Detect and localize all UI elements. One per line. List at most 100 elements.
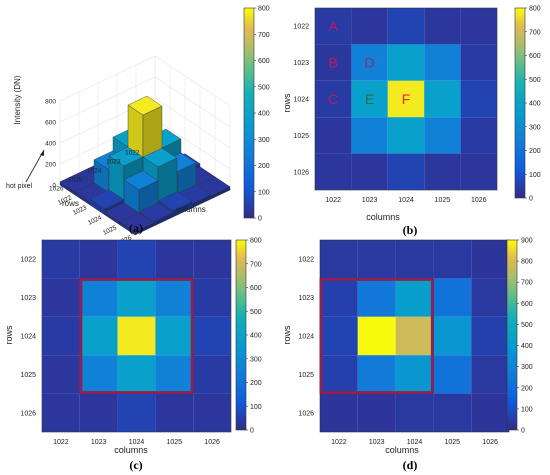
colorbar-tick-label: 300 xyxy=(529,124,541,131)
cell-label-c: C xyxy=(328,91,338,107)
panel-d-highlight-box xyxy=(319,277,434,395)
heatmap-cell xyxy=(433,316,472,356)
colorbar-tick-label: 700 xyxy=(250,261,262,268)
plot-frame xyxy=(41,239,232,433)
heatmap-cell xyxy=(387,80,425,118)
bar-side xyxy=(153,212,174,227)
heatmap-cell xyxy=(42,355,80,394)
x-tick-label: 1024 xyxy=(129,439,145,446)
colorbar-tick-label: 500 xyxy=(258,84,270,91)
panel-d-ticks: 1022 1023 1024 1025 1026 1022 1023 1024 1025 1026 xyxy=(298,257,498,446)
colorbar-tick-label: 500 xyxy=(250,309,262,316)
z-tick-label: 600 xyxy=(45,120,56,127)
heatmap-cell xyxy=(460,44,497,81)
heatmap-cell xyxy=(117,240,156,279)
heatmap-cell xyxy=(42,393,80,432)
heatmap-cell xyxy=(79,316,118,356)
y-tick-label: 1025 xyxy=(20,372,36,379)
heatmap-cell xyxy=(433,240,472,279)
colorbar-tick-label: 600 xyxy=(521,301,533,308)
heatmap-cell xyxy=(193,240,231,279)
heatmap-cell xyxy=(424,44,461,81)
heatmap-cell xyxy=(351,153,388,190)
highlight-box xyxy=(79,277,194,395)
colorbar-tick-label: 200 xyxy=(529,148,541,155)
heatmap-cell xyxy=(387,117,425,154)
heatmap-cell xyxy=(433,393,472,432)
x-tick-label: 1023 xyxy=(91,439,107,446)
x-tick-label: 1023 xyxy=(369,439,385,446)
y-tick-label: 1023 xyxy=(20,295,36,302)
colorbar-tick-label: 100 xyxy=(529,172,541,179)
heatmap-cell xyxy=(193,393,231,432)
colorbar-tick-label: 200 xyxy=(250,380,262,387)
heatmap-cell xyxy=(315,117,352,154)
heatmap-cell xyxy=(387,153,425,190)
heatmap-cell xyxy=(357,240,396,279)
heatmap-cell xyxy=(79,278,118,317)
heatmap-cell xyxy=(471,316,509,356)
cell-label-a: A xyxy=(329,18,339,34)
colorbar-tick-label: 700 xyxy=(258,32,270,39)
bar3d xyxy=(119,212,155,236)
y-tick-label: 1022 xyxy=(298,257,314,264)
grid-line xyxy=(59,76,156,123)
colorbar-tick-label: 0 xyxy=(250,428,254,435)
colorbar-tick-label: 900 xyxy=(521,238,533,245)
heatmap-cell xyxy=(351,44,388,81)
y-tick-label: 1023 xyxy=(293,60,309,67)
panel-b-colorbar: 0 100 200 300 400 500 600 700 800 xyxy=(514,6,541,203)
panel-d-xlabel: columns xyxy=(385,445,419,455)
panel-a-xlabel: columns xyxy=(176,205,206,214)
colorbar-tick-label: 500 xyxy=(529,77,541,84)
heatmap-cell xyxy=(79,393,118,432)
panel-c-colorbar: 0 100 200 300 400 500 600 700 800 xyxy=(235,238,262,435)
cell-label-b: B xyxy=(329,55,338,71)
heatmap-cell xyxy=(117,316,156,356)
panel-c-ticks: 1022 1023 1024 1025 1026 1022 1023 1024 1025 1026 xyxy=(20,257,220,446)
heatmap-cell xyxy=(193,355,231,394)
panel-b-cell-labels: A B C D E F xyxy=(328,18,410,107)
y-tick-label: 1026 xyxy=(49,186,64,193)
colorbar-tick-label: 800 xyxy=(250,238,262,245)
panel-d-colorbar: 0 100 200 300 400 500 600 700 800 900 xyxy=(506,238,533,435)
panel-b-xlabel: columns xyxy=(366,212,400,222)
x-tick-label: 1024 xyxy=(87,214,103,227)
panel-c-ylabel: rows xyxy=(4,325,14,345)
heatmap-cell xyxy=(395,355,434,394)
caption-d: (d) xyxy=(403,458,418,472)
heatmap-cell xyxy=(460,8,497,45)
colorbar-tick-label: 200 xyxy=(258,163,270,170)
caption-b: (b) xyxy=(403,223,418,237)
colorbar-tick-label: 400 xyxy=(521,343,533,350)
y-tick-label: 1023 xyxy=(298,295,314,302)
panel-a-3d-bar-chart: 0200400600800102210231024102510261022102… xyxy=(6,6,270,247)
heatmap-cell xyxy=(42,278,80,317)
x-tick-label: 1023 xyxy=(362,197,378,204)
colorbar-tick-label: 700 xyxy=(529,29,541,36)
cell-label-d: D xyxy=(365,55,375,71)
grid-line xyxy=(154,97,231,149)
grid-line xyxy=(154,55,231,107)
y-tick-label: 1026 xyxy=(293,169,309,176)
plot-frame xyxy=(314,7,498,191)
heatmap-cell xyxy=(117,355,156,394)
colorbar-gradient xyxy=(243,7,255,219)
heatmap-cell xyxy=(357,393,396,432)
heatmap-cell xyxy=(320,240,358,279)
panel-c-xlabel: columns xyxy=(114,445,148,455)
hot-pixel-annotation: hot pixel xyxy=(6,183,33,190)
heatmap-cell xyxy=(193,316,231,356)
panel-c-heatmap: 1022 1023 1024 1025 1026 1022 1023 1024 1025 1026… xyxy=(4,238,262,473)
y-tick-label: 1025 xyxy=(298,372,314,379)
colorbar-tick-label: 300 xyxy=(250,356,262,363)
heatmap-cell xyxy=(79,355,118,394)
colorbar-tick-label: 100 xyxy=(250,404,262,411)
x-tick-label: 1022 xyxy=(325,197,341,204)
z-tick-label: 800 xyxy=(45,99,56,106)
panel-c-highlight-box xyxy=(79,277,194,395)
z-tick-label: 200 xyxy=(45,162,56,169)
y-tick-label: 1022 xyxy=(125,150,140,157)
colorbar-tick-label: 700 xyxy=(521,280,533,287)
colorbar-tick-label: 100 xyxy=(521,406,533,413)
